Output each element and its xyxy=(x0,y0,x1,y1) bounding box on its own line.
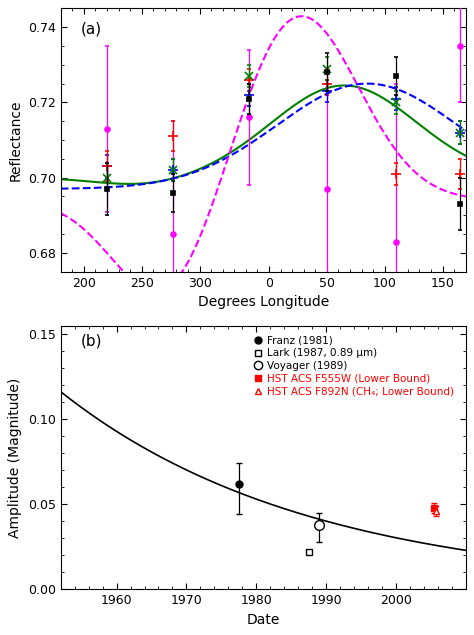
Y-axis label: Reflectance: Reflectance xyxy=(9,99,22,181)
Text: (b): (b) xyxy=(81,334,102,349)
Text: (a): (a) xyxy=(81,22,102,36)
Y-axis label: Amplitude (Magnitude): Amplitude (Magnitude) xyxy=(9,377,22,538)
X-axis label: Date: Date xyxy=(246,613,280,627)
X-axis label: Degrees Longitude: Degrees Longitude xyxy=(198,295,329,309)
Legend: Franz (1981), Lark (1987, 0.89 μm), Voyager (1989), HST ACS F555W (Lower Bound),: Franz (1981), Lark (1987, 0.89 μm), Voya… xyxy=(251,333,456,398)
